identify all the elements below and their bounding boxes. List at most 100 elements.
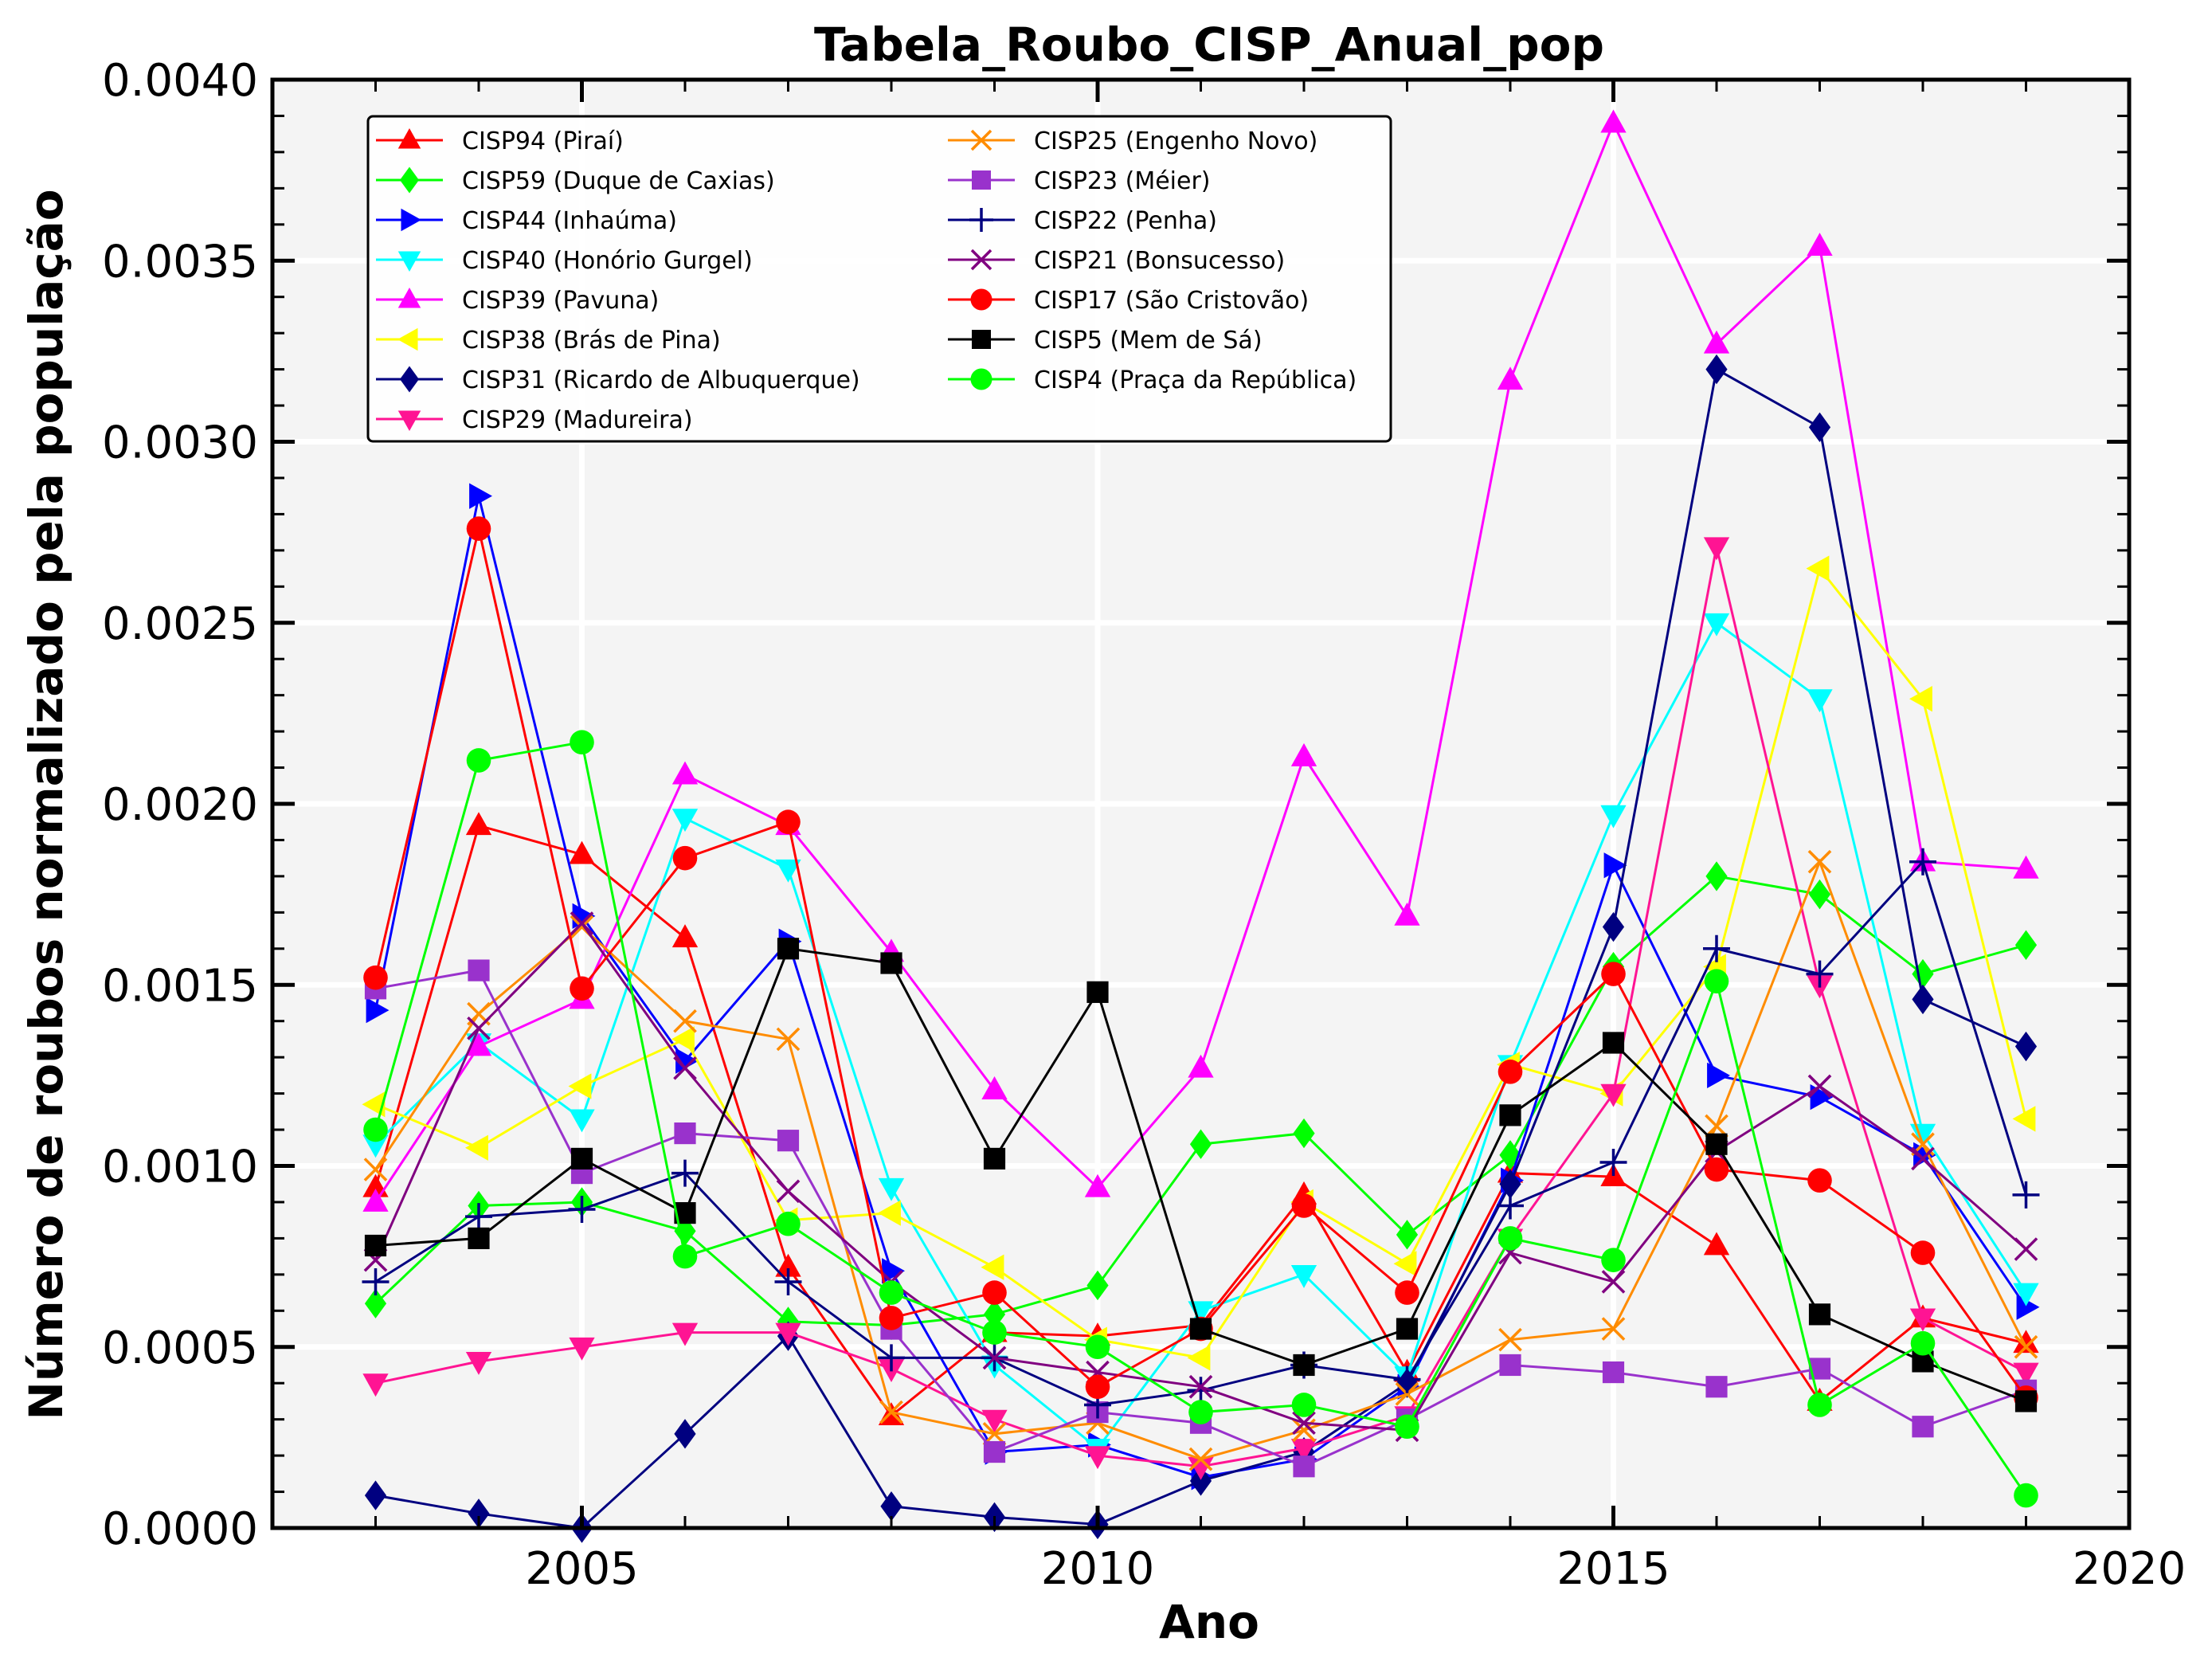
data-point: [465, 1134, 488, 1161]
data-point: [1290, 1264, 1317, 1288]
data-point: [1498, 1327, 1522, 1352]
data-point: [1396, 1220, 1419, 1250]
ticks: 0.0000 0.0005 0.0010 0.0015 0.0020 0.0025 0.00…: [102, 55, 2186, 1595]
legend-label: CISP25 (Engenho Novo): [1034, 127, 1317, 155]
data-point: [1084, 1446, 1111, 1470]
data-point: [465, 1032, 492, 1056]
legend-marker: [970, 249, 992, 271]
data-point: [1705, 1114, 1728, 1138]
legend-entry: CISP59 (Duque de Caxias): [376, 167, 775, 195]
data-point: [1188, 1456, 1214, 1480]
data-point: [363, 1117, 388, 1142]
data-point: [1187, 1345, 1211, 1371]
data-point: [775, 1322, 801, 1346]
data-point: [1600, 109, 1627, 133]
data-point: [468, 1499, 490, 1529]
data-point: [1912, 984, 1934, 1015]
legend-entry: CISP4 (Praça da República): [948, 366, 1357, 394]
data-point: [1703, 537, 1730, 561]
data-point: [879, 1280, 904, 1305]
data-point: [2014, 1237, 2038, 1261]
legend-label: CISP44 (Inhaúma): [462, 207, 677, 235]
y-tick-label: 0.0010: [102, 1142, 258, 1193]
data-point: [1188, 1400, 1213, 1424]
data-point: [1189, 1129, 1212, 1159]
data-point: [982, 1320, 1007, 1345]
data-point: [570, 911, 594, 935]
data-point: [671, 924, 699, 948]
legend-entry: CISP5 (Mem de Sá): [948, 327, 1263, 355]
data-point: [671, 1322, 699, 1346]
legend-label: CISP21 (Bonsucesso): [1034, 247, 1285, 275]
chart-title: Tabela_Roubo_CISP_Anual_pop: [814, 18, 1604, 72]
data-point: [982, 1421, 1007, 1446]
data-point: [1499, 1104, 1521, 1126]
data-point: [673, 1009, 697, 1033]
data-point: [2012, 1106, 2036, 1132]
legend: CISP94 (Piraí) CISP59 (Duque de Caxias) CI…: [366, 115, 1392, 443]
data-point: [568, 1073, 592, 1099]
data-point: [362, 1267, 390, 1295]
data-point: [1086, 1270, 1109, 1301]
data-point: [1703, 934, 1730, 962]
data-point: [366, 997, 390, 1024]
data-point: [363, 1158, 388, 1181]
data-point: [1292, 1411, 1316, 1436]
data-point: [1395, 1414, 1419, 1440]
y-tick-label: 0.0005: [102, 1322, 258, 1374]
legend-label: CISP39 (Pavuna): [462, 287, 659, 315]
legend-label: CISP5 (Mem de Sá): [1034, 327, 1263, 355]
y-tick-label: 0.0035: [102, 236, 258, 288]
legend-label: CISP59 (Duque de Caxias): [462, 167, 775, 195]
data-point: [1806, 960, 1834, 988]
data-point: [777, 938, 800, 960]
data-point: [1393, 1251, 1417, 1277]
data-point: [364, 1234, 387, 1257]
x-axis-label: Ano: [1159, 1595, 1259, 1649]
data-point: [1085, 1334, 1110, 1360]
data-point: [1911, 1146, 1935, 1171]
data-point: [1396, 1318, 1419, 1340]
data-point: [674, 1122, 696, 1145]
data-point: [672, 1244, 698, 1269]
legend-box: [366, 115, 1392, 443]
legend-marker: [400, 167, 419, 194]
legend-entry: CISP21 (Bonsucesso): [948, 247, 1285, 275]
data-point: [1909, 1308, 1936, 1332]
series-14: [363, 730, 2038, 1508]
data-point: [776, 1179, 801, 1204]
legend-marker: [400, 366, 419, 393]
legend-entry: CISP29 (Madureira): [376, 406, 693, 434]
data-point: [777, 1130, 800, 1152]
data-point: [1603, 852, 1627, 879]
legend-entry: CISP44 (Inhaúma): [376, 207, 677, 235]
data-point: [1602, 1361, 1625, 1384]
data-point: [1293, 1455, 1315, 1478]
data-point: [878, 1177, 905, 1201]
data-point: [1600, 805, 1627, 829]
data-point: [2013, 1362, 2039, 1386]
x-tick-label: 2015: [1556, 1543, 1670, 1595]
data-point: [362, 1134, 389, 1158]
data-point: [2014, 1031, 2038, 1062]
legend-label: CISP17 (São Cristovão): [1034, 287, 1309, 315]
data-point: [675, 1048, 699, 1074]
data-point: [1703, 330, 1730, 354]
legend-marker: [970, 129, 992, 151]
data-point: [1601, 1248, 1626, 1272]
legend-marker: [397, 128, 421, 149]
data-point: [2016, 1294, 2040, 1320]
data-point: [671, 809, 699, 833]
data-point: [364, 1480, 387, 1510]
data-point: [1910, 1240, 1936, 1265]
data-point: [364, 1288, 387, 1318]
data-point: [1498, 1060, 1523, 1084]
data-point: [1703, 1232, 1730, 1256]
data-point: [982, 1280, 1007, 1305]
data-point: [2014, 1334, 2038, 1359]
legend-marker: [970, 288, 992, 311]
data-point: [674, 1216, 696, 1247]
data-point: [570, 1147, 593, 1170]
data-point: [1909, 848, 1936, 876]
series-8: [363, 849, 2038, 1471]
